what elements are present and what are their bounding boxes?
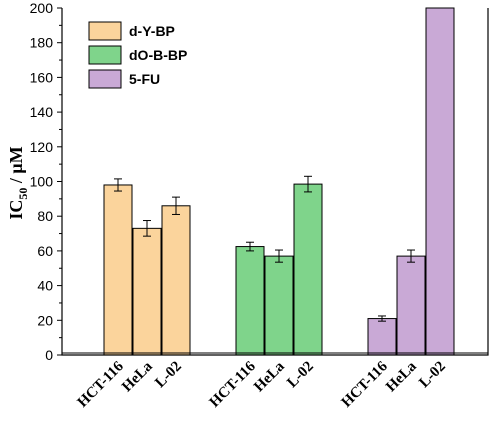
legend-label: dO-B-BP — [129, 47, 187, 63]
y-tick-label: 0 — [45, 347, 53, 363]
error-bar-dO-B-BP-HeLa — [275, 249, 283, 263]
x-tick-label-dO-B-BP-HeLa: HeLa — [251, 358, 288, 395]
x-tick-label-dO-B-BP-L-02: L-02 — [284, 359, 317, 392]
error-bar-5-FU-HCT-116 — [378, 315, 386, 322]
x-tick-label-5-FU-HeLa: HeLa — [383, 358, 420, 395]
y-tick-label: 60 — [37, 243, 53, 259]
y-tick-label: 200 — [30, 0, 54, 16]
y-tick-label: 100 — [30, 174, 54, 190]
x-tick-label-d-Y-BP-HeLa: HeLa — [119, 358, 156, 395]
legend-item-5-FU: 5-FU — [88, 69, 160, 89]
y-tick-label: 160 — [30, 69, 54, 85]
bar-dO-B-BP-HeLa — [264, 255, 294, 356]
x-tick-label-5-FU-L-02: L-02 — [416, 359, 449, 392]
bar-dO-B-BP-L-02 — [293, 183, 323, 356]
error-bar-5-FU-HeLa — [407, 249, 415, 263]
bar-dO-B-BP-HCT-116 — [235, 246, 265, 356]
bar-5-FU-HeLa — [396, 255, 426, 356]
y-tick-label: 140 — [30, 104, 54, 120]
legend-swatch — [88, 45, 122, 65]
x-tick-label-d-Y-BP-L-02: L-02 — [152, 359, 185, 392]
legend-swatch — [88, 21, 122, 41]
y-axis-title: IC50 / μM — [6, 146, 30, 219]
legend-label: 5-FU — [129, 71, 160, 87]
legend: d-Y-BP dO-B-BP 5-FU — [88, 21, 187, 89]
legend-label: d-Y-BP — [129, 23, 175, 39]
error-bar-d-Y-BP-HCT-116 — [114, 178, 122, 192]
error-bar-d-Y-BP-L-02 — [172, 196, 180, 215]
y-tick-label: 40 — [37, 278, 53, 294]
y-tick-label: 80 — [37, 208, 53, 224]
axes-layer: 0 20 40 60 80 100 120 140 160 180 200 — [30, 0, 489, 363]
y-tick-label: 180 — [30, 35, 54, 51]
y-axis-title-unit: / μM — [6, 146, 26, 187]
legend-swatch — [88, 69, 122, 89]
bar-d-Y-BP-L-02 — [161, 205, 191, 356]
error-bar-d-Y-BP-HeLa — [143, 220, 151, 237]
error-bar-dO-B-BP-L-02 — [304, 175, 312, 193]
bar-5-FU-L-02 — [425, 7, 455, 356]
y-tick-label: 120 — [30, 139, 54, 155]
legend-item-d-Y-BP: d-Y-BP — [88, 21, 175, 41]
y-axis-title-main: IC — [6, 200, 26, 220]
y-tick-label: 20 — [37, 312, 53, 328]
error-bar-dO-B-BP-HCT-116 — [246, 241, 254, 252]
bar-d-Y-BP-HCT-116 — [103, 184, 133, 356]
legend-item-dO-B-BP: dO-B-BP — [88, 45, 187, 65]
y-axis-title-subscript: 50 — [16, 188, 30, 200]
bar-5-FU-HCT-116 — [367, 318, 397, 356]
bar-d-Y-BP-HeLa — [132, 227, 162, 356]
